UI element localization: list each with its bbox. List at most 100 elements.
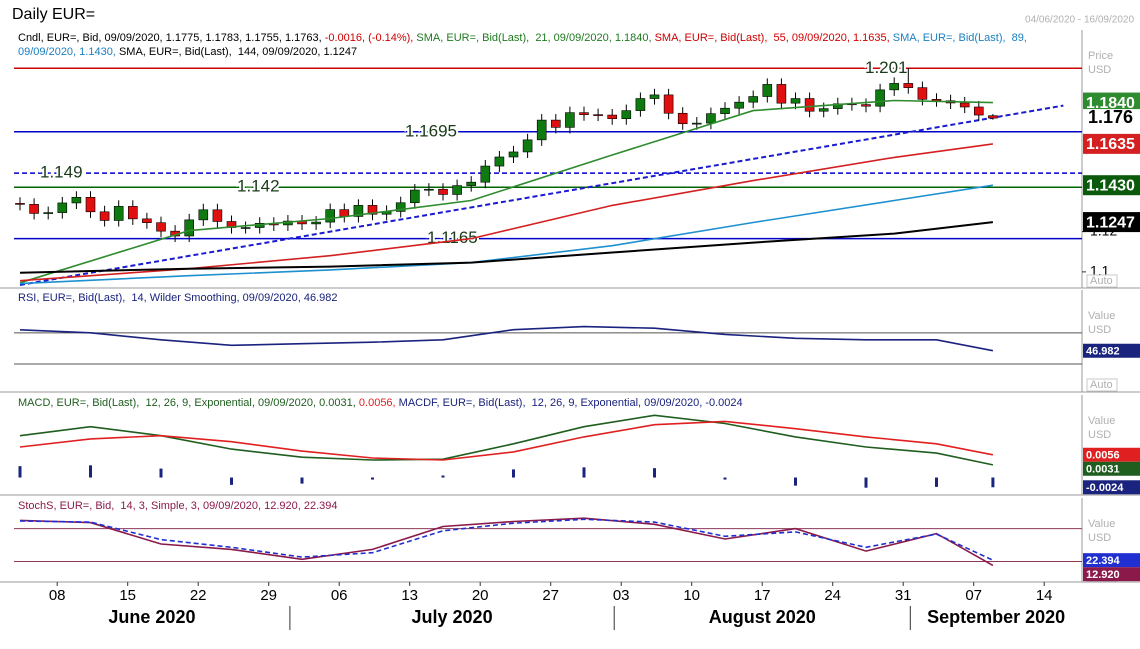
indicator-line — [19, 143, 994, 282]
legend-entry: StochS, EUR=, Bid, 14, 3, Simple, 3, 09/… — [18, 500, 338, 512]
candle-body — [790, 98, 801, 104]
candle-body — [861, 104, 871, 107]
candle-body — [99, 211, 110, 221]
candle-body — [818, 108, 829, 112]
candle-body — [85, 196, 96, 213]
candle-body — [15, 203, 25, 205]
candle-body — [776, 84, 787, 104]
x-tick-label: 10 — [683, 587, 700, 604]
value-tag-box — [1083, 343, 1140, 358]
value-tag-box — [1083, 447, 1140, 462]
candle-body — [494, 156, 505, 167]
value-tag: 1.1840 — [1086, 95, 1135, 112]
plot-area — [18, 414, 995, 488]
histogram-bar — [512, 469, 515, 478]
axis-caption: Value — [1088, 518, 1115, 530]
x-tick-label: 15 — [119, 587, 136, 604]
axis-caption: USD — [1088, 64, 1111, 76]
month-label: August 2020 — [709, 607, 816, 627]
candle-body — [621, 110, 632, 119]
x-tick-label: 17 — [754, 587, 771, 604]
histogram-bar — [864, 477, 868, 488]
candle-body — [325, 209, 336, 223]
histogram-bar — [230, 477, 233, 485]
candle-body — [988, 115, 998, 119]
auto-box — [1086, 274, 1118, 288]
x-tick-label: 27 — [542, 587, 559, 604]
candle-body — [71, 196, 82, 204]
candle-body — [677, 112, 688, 125]
value-tag: 1.1430 — [1086, 177, 1135, 194]
value-tag: 1.1247 — [1086, 214, 1135, 231]
candle-body — [706, 113, 716, 124]
candle-body — [875, 89, 885, 107]
candle-body — [663, 94, 674, 114]
candle-body — [635, 98, 646, 111]
candle-body — [29, 204, 39, 214]
value-tag: 1.1635 — [1086, 136, 1135, 153]
legend: MACD, EUR=, Bid(Last), 12, 26, 9, Expone… — [18, 397, 743, 409]
candle-body — [311, 221, 321, 225]
auto-button: Auto — [1090, 379, 1113, 391]
histogram-bar — [371, 477, 374, 480]
legend-entry: SMA, EUR=, Bid(Last), 55, 09/09/2020, 1.… — [655, 32, 893, 44]
value-tag-box — [1083, 567, 1140, 582]
candle-body — [734, 101, 744, 109]
candle-body — [649, 94, 660, 99]
histogram-bar — [89, 465, 92, 478]
x-tick-label: 08 — [49, 587, 66, 604]
histogram-bar — [441, 475, 445, 478]
value-tag: -0.0024 — [1086, 482, 1124, 494]
histogram-bar — [582, 467, 586, 478]
histogram-bar — [723, 477, 727, 480]
value-tag-box — [1083, 175, 1140, 196]
axis-caption: USD — [1088, 324, 1111, 336]
value-tag: 22.394 — [1086, 555, 1121, 567]
auto-button: Auto — [1090, 275, 1113, 287]
candle-body — [184, 219, 194, 237]
legend-entry: SMA, EUR=, Bid(Last), 144, 09/09/2020, 1… — [119, 46, 357, 58]
x-tick-label: 24 — [824, 587, 841, 604]
level-label: 1.1695 — [405, 121, 457, 140]
level-label: 1.142 — [237, 177, 280, 196]
candle-body — [212, 209, 223, 222]
value-tag: 12.920 — [1086, 569, 1120, 581]
legend: RSI, EUR=, Bid(Last), 14, Wilder Smoothi… — [18, 292, 337, 304]
candle-body — [889, 83, 900, 91]
indicator-line — [19, 184, 994, 285]
candle-body — [550, 119, 561, 128]
candle-body — [113, 206, 124, 221]
candle-body — [128, 206, 138, 220]
candle-body — [367, 205, 378, 215]
candle-body — [593, 114, 603, 116]
candle-body — [156, 222, 166, 232]
indicator-line — [19, 414, 994, 466]
candle-body — [565, 112, 575, 128]
candle-body — [804, 98, 815, 112]
x-tick-label: 29 — [260, 587, 277, 604]
candle-body — [917, 87, 928, 100]
indicator-line — [19, 517, 994, 567]
histogram-bar — [794, 477, 797, 486]
candle-body — [353, 205, 364, 217]
legend-entry: Cndl, EUR=, Bid, 09/09/2020, 1.1775, 1.1… — [18, 32, 325, 44]
value-tag-box — [1083, 133, 1140, 154]
date-range: 04/06/2020 - 16/09/2020 — [1025, 15, 1134, 26]
candle-body — [579, 112, 589, 115]
month-label: June 2020 — [108, 607, 195, 627]
x-tick-label: 22 — [190, 587, 207, 604]
price-tag: 1.176 — [1088, 107, 1133, 127]
candle-body — [240, 227, 251, 229]
candle-body — [452, 185, 462, 195]
month-label: July 2020 — [412, 607, 493, 627]
histogram-bar — [300, 477, 304, 484]
candle-body — [142, 218, 152, 223]
indicator-line — [19, 518, 994, 561]
axis-caption: Price — [1088, 50, 1113, 62]
candle-body — [395, 202, 406, 212]
level-label: 1.149 — [40, 163, 83, 182]
axis-caption: Value — [1088, 310, 1115, 322]
value-tag-box — [1083, 461, 1140, 476]
value-tag: 0.0031 — [1086, 464, 1120, 476]
